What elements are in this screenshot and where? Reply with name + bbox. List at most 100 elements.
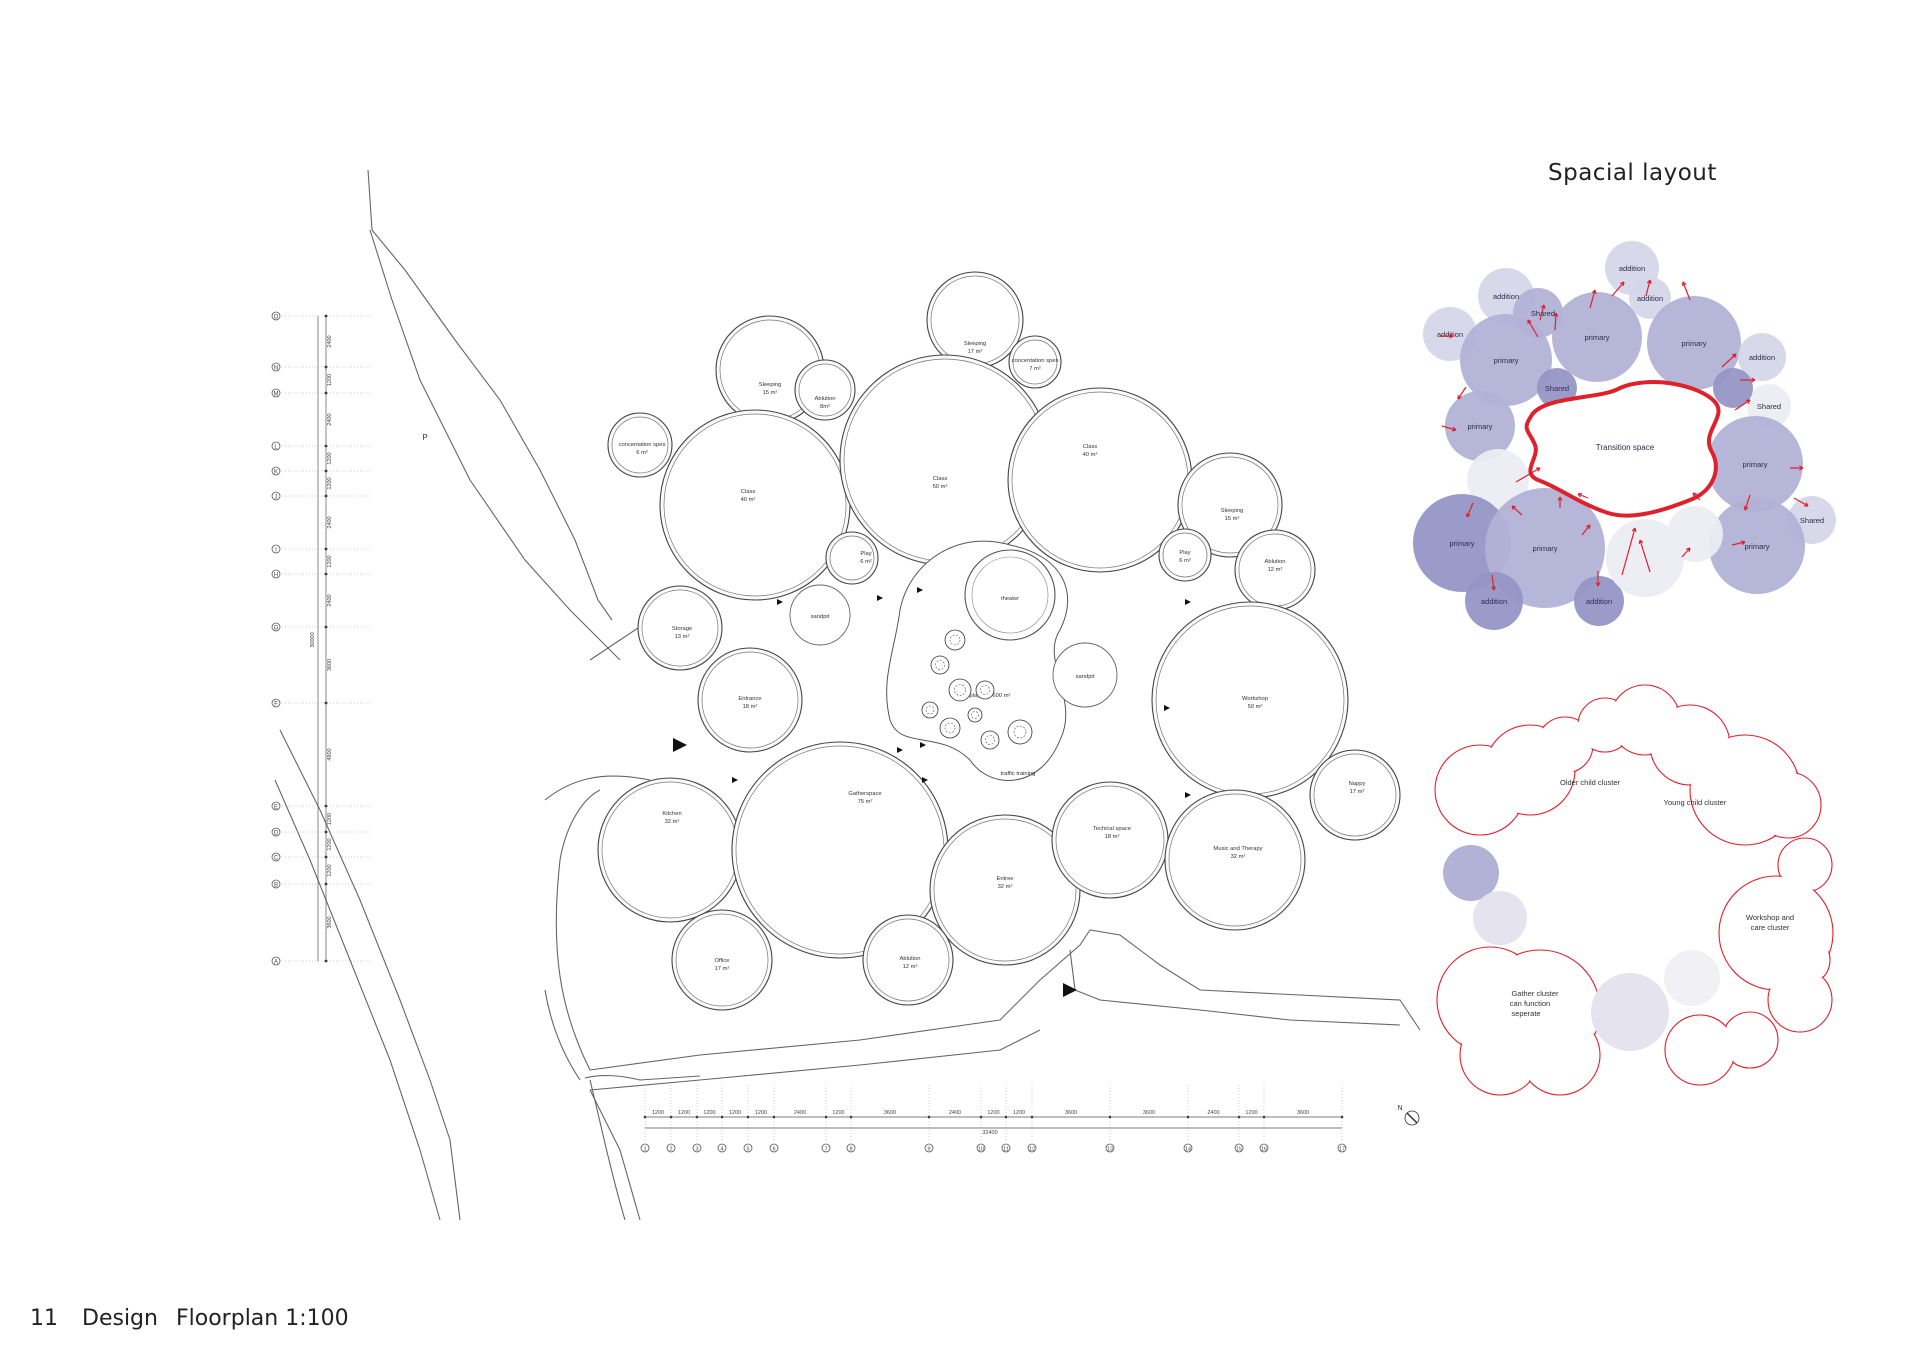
grid-row-label: G <box>274 626 279 632</box>
tree-canopy <box>980 685 990 695</box>
row-dim-text: 1200 <box>327 374 333 386</box>
col-dim-text: 1200 <box>755 1110 767 1116</box>
grid-row-marker <box>271 311 281 321</box>
room-area-label: 40 m² <box>741 497 756 503</box>
room-wall-inner <box>1012 339 1058 385</box>
cluster-label-gather: seperate <box>1511 1009 1540 1018</box>
grid-row-label: B <box>274 883 278 889</box>
col-dim-text: 1200 <box>703 1110 715 1116</box>
layout-bubble <box>1574 576 1624 626</box>
tree-symbol <box>921 701 939 719</box>
site-boundary-line <box>367 169 613 621</box>
col-dim-text: 3600 <box>884 1110 896 1116</box>
flow-arrowhead <box>1535 467 1541 472</box>
layout-bubble-label: primary <box>1584 333 1609 342</box>
flow-arrow <box>1682 281 1691 301</box>
cluster-fill-light <box>1473 891 1527 945</box>
flow-arrow <box>1515 467 1541 483</box>
col-dim-text: 1200 <box>1013 1110 1025 1116</box>
room-area-label: 12 m² <box>903 964 918 970</box>
room-name-label: Entree <box>996 876 1013 882</box>
grid-row-marker <box>271 698 281 708</box>
parking-label: P <box>422 433 427 442</box>
flow-arrow <box>1744 494 1751 511</box>
row-dim-text: 4800 <box>327 748 333 760</box>
layout-bubble-label: addition <box>1749 353 1775 362</box>
path-line-east <box>1069 949 1401 1026</box>
grid-col-label: 14 <box>1185 1147 1191 1153</box>
theater-label: theater <box>1001 596 1019 602</box>
road-edge-line-3 <box>274 779 441 1221</box>
road-edge-line-2 <box>279 729 461 1221</box>
grid-row-marker <box>271 879 281 889</box>
row-dim-text: 1200 <box>327 452 333 464</box>
grid-col-marker <box>846 1143 856 1153</box>
flow-arrowhead <box>1631 527 1637 533</box>
layout-bubble-label: Shared <box>1545 384 1569 393</box>
entrance-arrow <box>673 738 687 752</box>
grid-col-marker <box>769 1143 779 1153</box>
tree-symbol <box>1007 719 1033 745</box>
grid-col-label: 9 <box>927 1147 930 1153</box>
room-area-label: 6 m² <box>1179 558 1191 564</box>
layout-bubble <box>1460 314 1552 406</box>
grid-row-label: K <box>274 470 278 476</box>
flow-arrowhead <box>1740 540 1746 546</box>
grid-row-label: A <box>274 960 278 966</box>
grid: O N M L K J I H G F E D C B A 2400 1200 2400 1200 1200 2400 1… <box>271 311 1347 1153</box>
flow-arrow <box>1466 502 1474 518</box>
room-area-label: 17 m² <box>968 349 983 355</box>
section-title: Design <box>82 1306 158 1331</box>
grid-row-label: M <box>274 392 279 398</box>
tree-symbol <box>967 707 983 723</box>
layout-bubble-label: Shared <box>1531 309 1555 318</box>
room-wall-inner <box>701 651 799 749</box>
grid-col-marker <box>1105 1143 1115 1153</box>
grid-col-label: 4 <box>720 1147 723 1153</box>
row-dim-text: 1200 <box>327 838 333 850</box>
flow-arrow <box>1793 497 1809 507</box>
col-dim-text: 3600 <box>1143 1110 1155 1116</box>
flow-arrowhead <box>1591 289 1597 295</box>
flow-arrowhead <box>1799 465 1804 471</box>
grid-row-marker <box>271 622 281 632</box>
flow-arrow <box>1681 547 1691 558</box>
flow-arrowhead <box>1466 512 1471 518</box>
room-name-label: Play <box>860 551 871 557</box>
cluster-label-gather: Gather cluster <box>1511 989 1559 998</box>
row-dim-text: 3600 <box>327 916 333 928</box>
flow-arrow <box>1539 304 1545 321</box>
flow-arrowhead <box>1553 312 1559 317</box>
col-dim-text: 1200 <box>729 1110 741 1116</box>
grid-col-marker <box>1001 1143 1011 1153</box>
north-arrow-needle <box>1406 1112 1418 1124</box>
grid-col-marker <box>976 1143 986 1153</box>
grid-row-marker <box>271 569 281 579</box>
room-area-label: 17 m² <box>1350 789 1365 795</box>
tree-canopy <box>954 684 966 696</box>
cluster-bubble-fill <box>1769 969 1831 1031</box>
grid-col-label: 7 <box>824 1147 827 1153</box>
grid-col-label: 16 <box>1261 1147 1267 1153</box>
layout-bubble-label: addition <box>1619 264 1645 273</box>
flow-arrowhead <box>1751 377 1756 383</box>
room-wall-inner <box>1313 753 1397 837</box>
flow-arrowhead <box>1577 492 1583 498</box>
layout-bubble <box>1738 333 1786 381</box>
room-wall-inner <box>798 363 852 417</box>
cluster-bubble-fill <box>1521 1016 1599 1094</box>
tree-canopy <box>925 705 935 715</box>
flow-arrow <box>1731 541 1746 546</box>
room-name-label: Class <box>1083 444 1098 450</box>
tree-canopy <box>971 711 979 719</box>
grid-col-label: 6 <box>772 1147 775 1153</box>
room-area-label: 32 m² <box>1231 854 1246 860</box>
entrance-arrow <box>1185 599 1191 605</box>
flow-arrowhead <box>1491 586 1496 591</box>
room-name-label: Ablution <box>1265 559 1286 565</box>
grid-col-marker <box>743 1143 753 1153</box>
grid-row-marker <box>271 801 281 811</box>
entrance-arrow <box>917 587 923 593</box>
cluster-bubble-fill <box>1723 1013 1777 1067</box>
row-total-text: 30000 <box>310 632 316 647</box>
